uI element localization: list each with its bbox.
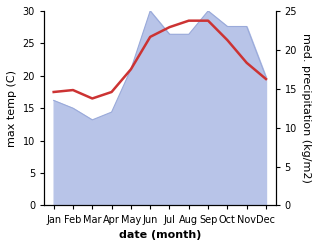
- Y-axis label: med. precipitation (kg/m2): med. precipitation (kg/m2): [301, 33, 311, 183]
- Y-axis label: max temp (C): max temp (C): [7, 70, 17, 147]
- X-axis label: date (month): date (month): [119, 230, 201, 240]
